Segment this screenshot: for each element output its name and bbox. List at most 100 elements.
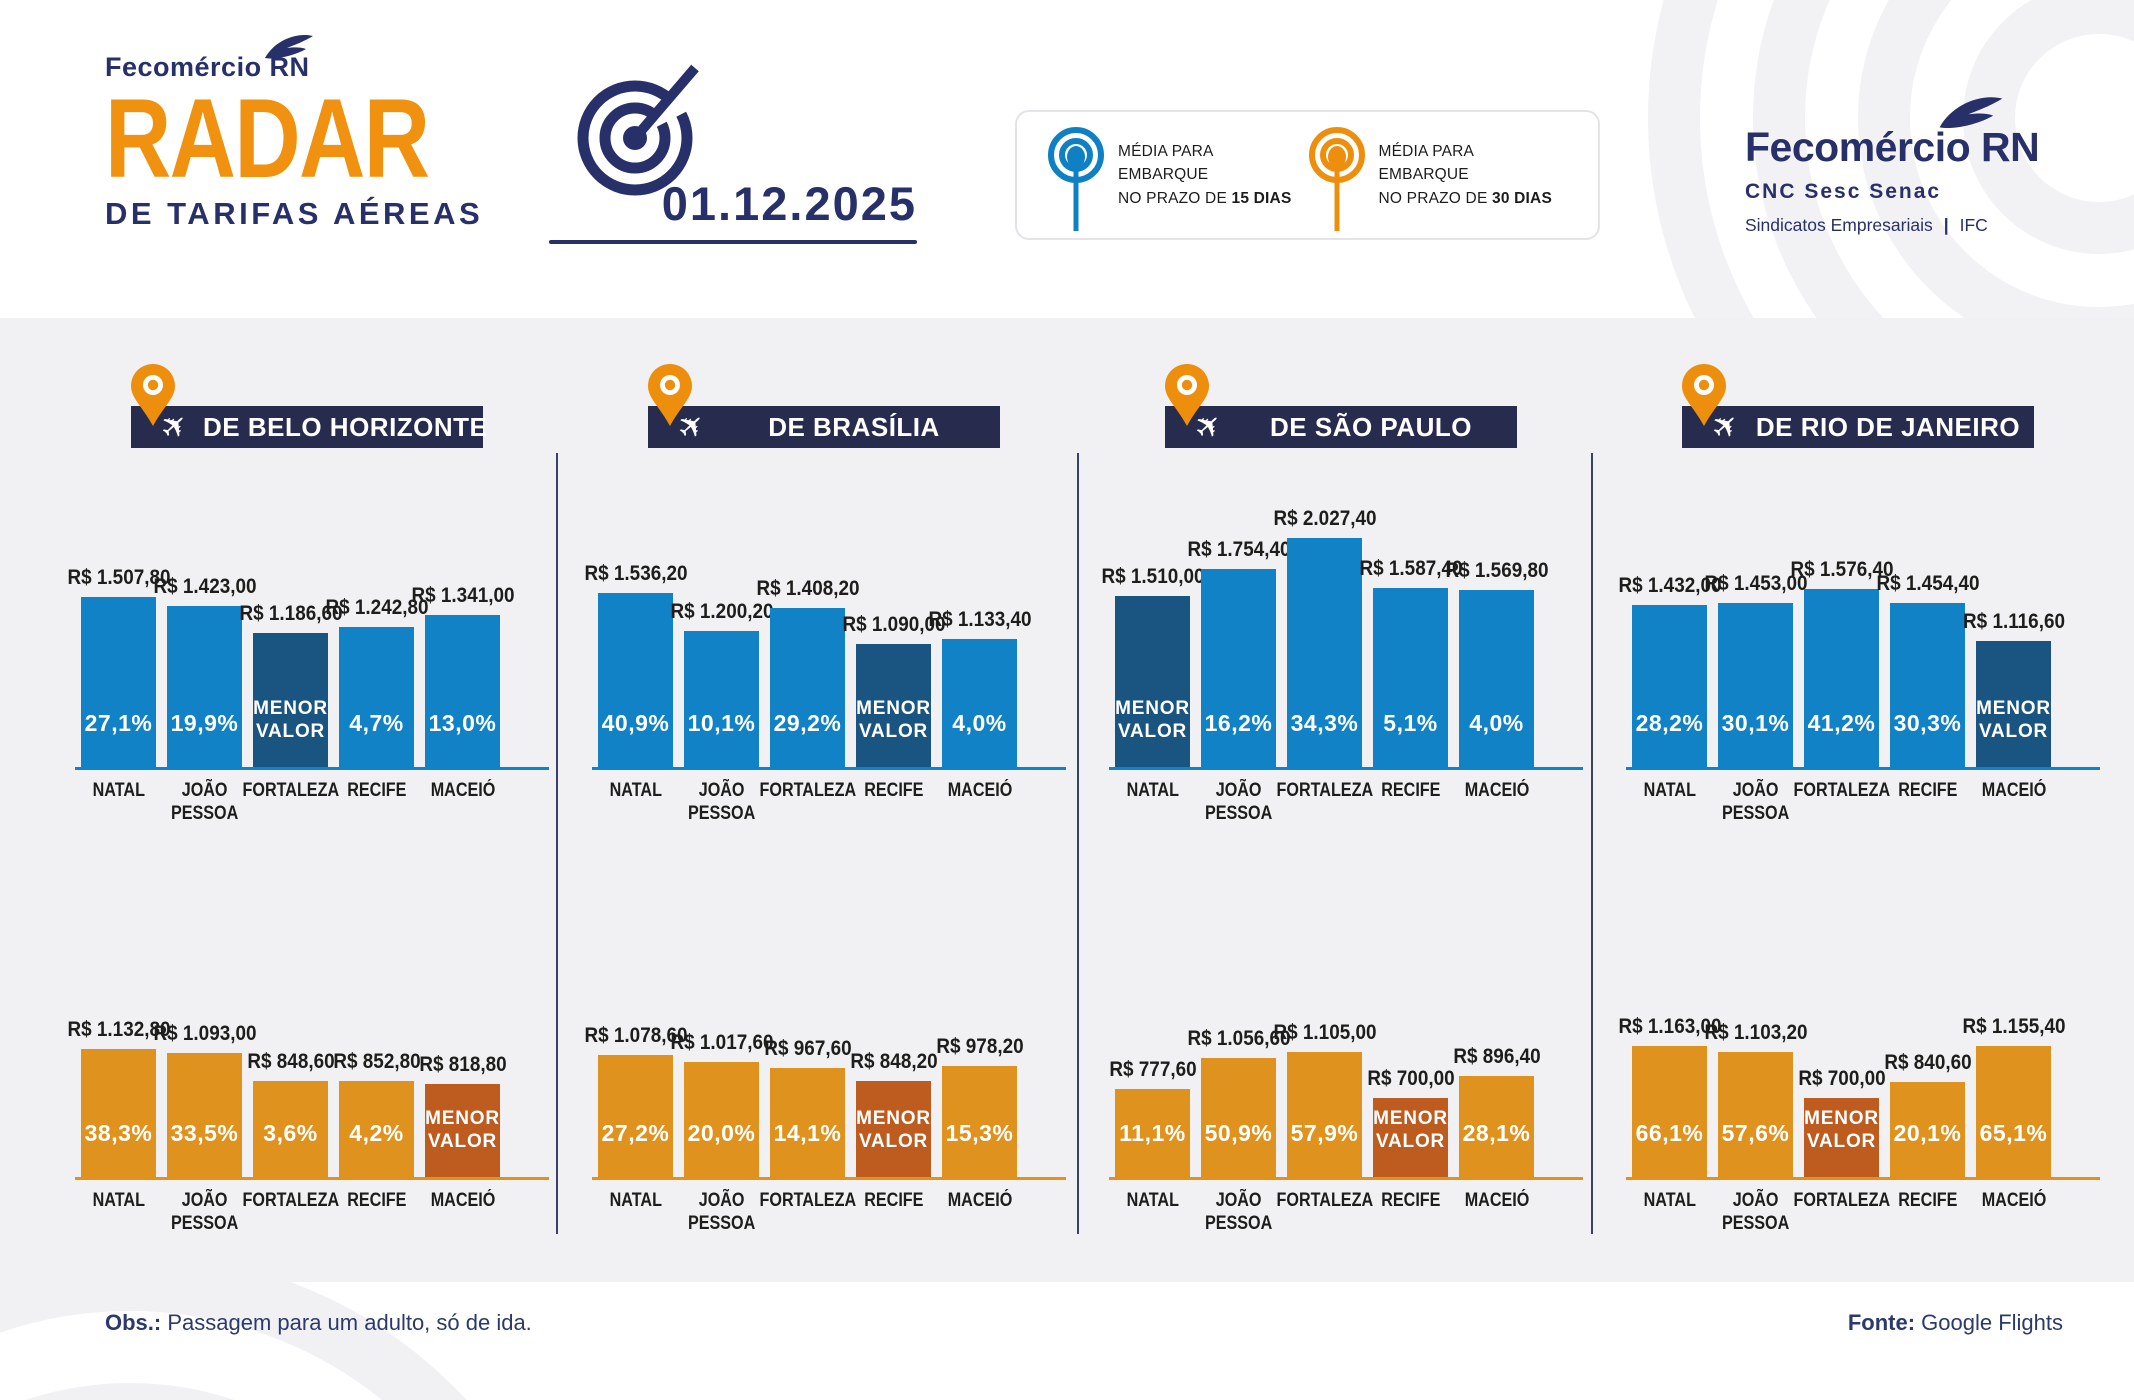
variation-percent-label: 11,1% — [1119, 1120, 1186, 1146]
fare-bar: R$ 1.569,80 4,0% — [1445, 559, 1548, 767]
chart-section-de-brasília: ✈ DE BRASÍLIA R$ 1.536,20 40,9% R$ 1.200… — [584, 318, 1066, 1400]
brand-tagline: Sindicatos Empresariais | IFC — [1745, 215, 1988, 235]
city-label: NATAL — [1643, 780, 1696, 801]
fare-bar: R$ 1.116,60 MENOR VALOR — [1963, 610, 2064, 767]
fare-value-label: R$ 848,20 — [849, 1050, 938, 1073]
city-label: NATAL — [1643, 1190, 1696, 1211]
variation-percent-label: 27,2% — [601, 1120, 670, 1146]
city-label-cell: NATAL — [1115, 780, 1190, 826]
city-label: MACEIÓ — [1981, 1190, 2046, 1211]
origin-banner: ✈ DE BRASÍLIA — [648, 403, 1000, 449]
section-divider — [1077, 453, 1079, 1234]
variation-percent-label: 10,1% — [687, 710, 756, 736]
city-label: NATAL — [92, 780, 145, 801]
city-label-cell: RECIFE — [1373, 1190, 1448, 1236]
city-label-cell: NATAL — [81, 1190, 156, 1236]
fare-value-label: R$ 1.423,00 — [153, 575, 256, 598]
fare-value-label: R$ 1.507,80 — [67, 566, 170, 589]
section-divider — [556, 453, 558, 1234]
location-pin-icon — [131, 364, 175, 431]
fare-value-label: R$ 1.341,00 — [411, 584, 514, 607]
city-label: RECIFE — [1380, 1190, 1441, 1211]
variation-percent-label: 41,2% — [1807, 710, 1876, 736]
variation-percent-label: 19,9% — [170, 710, 239, 736]
fare-value-label: R$ 777,60 — [1108, 1058, 1197, 1081]
fare-bar: R$ 2.027,40 34,3% — [1273, 507, 1376, 767]
city-labels-15-days: NATAL JOÃO PESSOA FORTALEZA RECIFE MACEIÓ — [81, 780, 500, 826]
variation-percent-label: 5,1% — [1383, 710, 1438, 736]
axis-30-days — [1626, 1177, 2100, 1180]
axis-15-days — [1626, 767, 2100, 770]
legend-line1: MÉDIA PARA EMBARQUE — [1118, 143, 1213, 184]
fare-bar: R$ 896,40 28,1% — [1453, 1045, 1540, 1177]
fare-bar: R$ 1.200,20 10,1% — [670, 600, 773, 767]
city-label: RECIFE — [1897, 780, 1958, 801]
fare-bar: R$ 1.155,40 65,1% — [1962, 1015, 2065, 1177]
section-divider — [1591, 453, 1593, 1234]
legend-item-15-days: MÉDIA PARA EMBARQUE NO PRAZO DE 15 DIAS — [1047, 117, 1308, 233]
city-label: RECIFE — [863, 780, 924, 801]
axis-30-days — [592, 1177, 1066, 1180]
city-label: JOÃO PESSOA — [687, 780, 756, 824]
fare-value-label: R$ 1.242,80 — [325, 596, 428, 619]
city-label: RECIFE — [346, 780, 407, 801]
fare-bar: R$ 700,00 MENOR VALOR — [1798, 1067, 1885, 1177]
fare-value-label: R$ 700,00 — [1797, 1067, 1886, 1090]
radar-logo-block: Fecomércio RN RADAR DE TARIFAS AÉREAS — [105, 34, 705, 232]
fare-value-label: R$ 1.576,40 — [1790, 558, 1893, 581]
fare-bar: R$ 1.587,40 5,1% — [1359, 557, 1462, 767]
fare-value-label: R$ 1.587,40 — [1359, 557, 1462, 580]
axis-30-days — [75, 1177, 549, 1180]
city-label-cell: JOÃO PESSOA — [167, 780, 242, 826]
fare-value-label: R$ 1.754,40 — [1187, 538, 1290, 561]
variation-percent-label: 38,3% — [84, 1120, 153, 1146]
fare-bar: R$ 1.408,20 29,2% — [756, 577, 859, 767]
axis-15-days — [592, 767, 1066, 770]
chart-section-de-são-paulo: ✈ DE SÃO PAULO R$ 1.510,00 MENOR VALOR R$… — [1101, 318, 1583, 1400]
city-label-cell: RECIFE — [856, 1190, 931, 1236]
fare-bar: R$ 848,20 MENOR VALOR — [850, 1050, 937, 1177]
feather-icon — [265, 34, 313, 59]
fare-bar: R$ 818,80 MENOR VALOR — [419, 1053, 506, 1177]
fare-bar: R$ 1.507,80 27,1% — [67, 566, 170, 767]
location-pin-icon — [1682, 364, 1726, 431]
variation-percent-label: 4,7% — [349, 710, 404, 736]
city-label-cell: NATAL — [598, 1190, 673, 1236]
date-block: 01.12.2025 — [549, 176, 917, 244]
fare-value-label: R$ 967,60 — [763, 1037, 852, 1060]
city-label: JOÃO PESSOA — [1204, 780, 1273, 824]
city-label-cell: JOÃO PESSOA — [1201, 780, 1276, 826]
origin-title: DE BELO HORIZONTE — [203, 411, 488, 442]
fare-bar: R$ 848,60 3,6% — [247, 1050, 334, 1177]
city-label: FORTALEZA — [1276, 1190, 1373, 1211]
location-pin-icon — [1165, 364, 1209, 431]
city-label-cell: FORTALEZA — [242, 780, 339, 826]
variation-percent-label: 65,1% — [1979, 1120, 2048, 1146]
fare-value-label: R$ 1.536,20 — [584, 562, 687, 585]
city-label: NATAL — [92, 1190, 145, 1211]
variation-percent-label: 34,3% — [1290, 710, 1359, 736]
fare-bar: R$ 1.056,60 50,9% — [1187, 1027, 1290, 1177]
origin-banner: ✈ DE SÃO PAULO — [1165, 403, 1517, 449]
city-label: JOÃO PESSOA — [1721, 780, 1790, 824]
variation-percent-label: 28,1% — [1462, 1120, 1531, 1146]
fare-value-label: R$ 1.017,60 — [670, 1031, 773, 1054]
fare-bar: R$ 777,60 11,1% — [1109, 1058, 1196, 1177]
city-label: FORTALEZA — [1276, 780, 1373, 801]
variation-percent-label: 29,2% — [773, 710, 842, 736]
radar-blue-icon — [1048, 127, 1104, 231]
fare-bar: R$ 1.090,00 MENOR VALOR — [842, 613, 945, 767]
variation-percent-label: 40,9% — [601, 710, 670, 736]
city-label: NATAL — [1126, 780, 1179, 801]
variation-percent-label: 14,1% — [773, 1120, 842, 1146]
fare-bar: R$ 840,60 20,1% — [1884, 1051, 1971, 1177]
city-label-cell: MACEIÓ — [942, 1190, 1017, 1236]
fare-bar: R$ 852,80 4,2% — [333, 1050, 420, 1177]
fare-bar: R$ 1.132,80 38,3% — [67, 1018, 170, 1177]
city-label-cell: JOÃO PESSOA — [684, 780, 759, 826]
variation-percent-label: 50,9% — [1204, 1120, 1273, 1146]
city-label-cell: RECIFE — [1373, 780, 1448, 826]
city-label-cell: NATAL — [1632, 1190, 1707, 1236]
lowest-value-tag: MENOR VALOR — [1115, 698, 1190, 742]
